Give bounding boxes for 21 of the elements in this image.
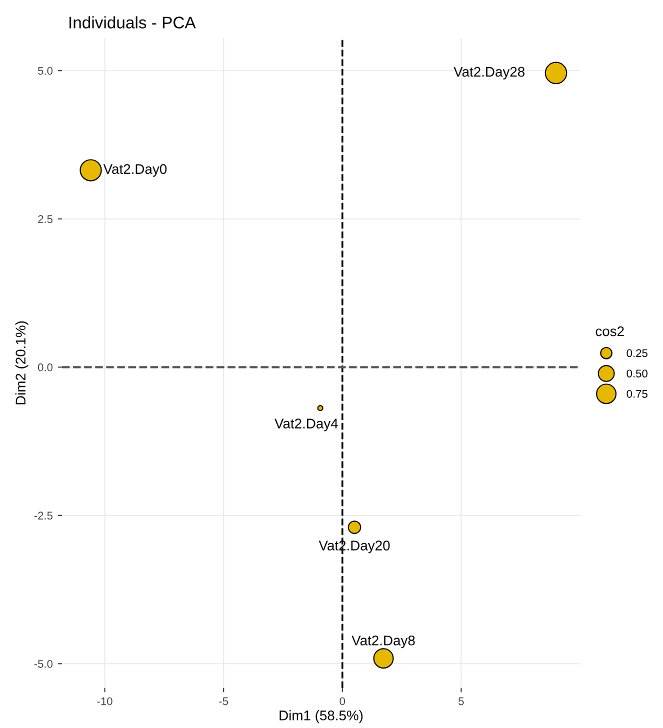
annotation: Vat2.Day28 <box>454 66 525 80</box>
annotation: Vat2.Day0 <box>103 164 167 177</box>
x-tick-label: 0 <box>340 697 346 706</box>
annotation: Vat2.Day4 <box>274 418 338 432</box>
x-tick-label: -10 <box>97 697 112 706</box>
y-tick-label: 2.5 <box>38 215 53 224</box>
annotation: Vat2.Day20 <box>318 540 390 554</box>
annotation: Vat2.Day8 <box>352 636 415 648</box>
x-tick-label: 5 <box>458 697 464 706</box>
legend-label: 0.75 <box>626 390 648 398</box>
y-tick-label: -5.0 <box>34 660 53 668</box>
y-axis-title: Dim2 (20.1%) <box>15 321 28 404</box>
chart-title: Individuals - PCA <box>70 16 196 28</box>
y-tick-label: 0.0 <box>38 363 53 372</box>
legend-label: 0.25 <box>626 349 648 358</box>
y-tick-label: -2.5 <box>34 512 53 520</box>
legend-label: 0.50 <box>626 370 648 378</box>
y-tick-label: 5.0 <box>38 66 53 75</box>
x-axis-title: Dim1 (58.5%) <box>280 710 363 724</box>
x-tick-label: -5 <box>219 697 228 706</box>
legend-title: cos2 <box>596 326 624 336</box>
